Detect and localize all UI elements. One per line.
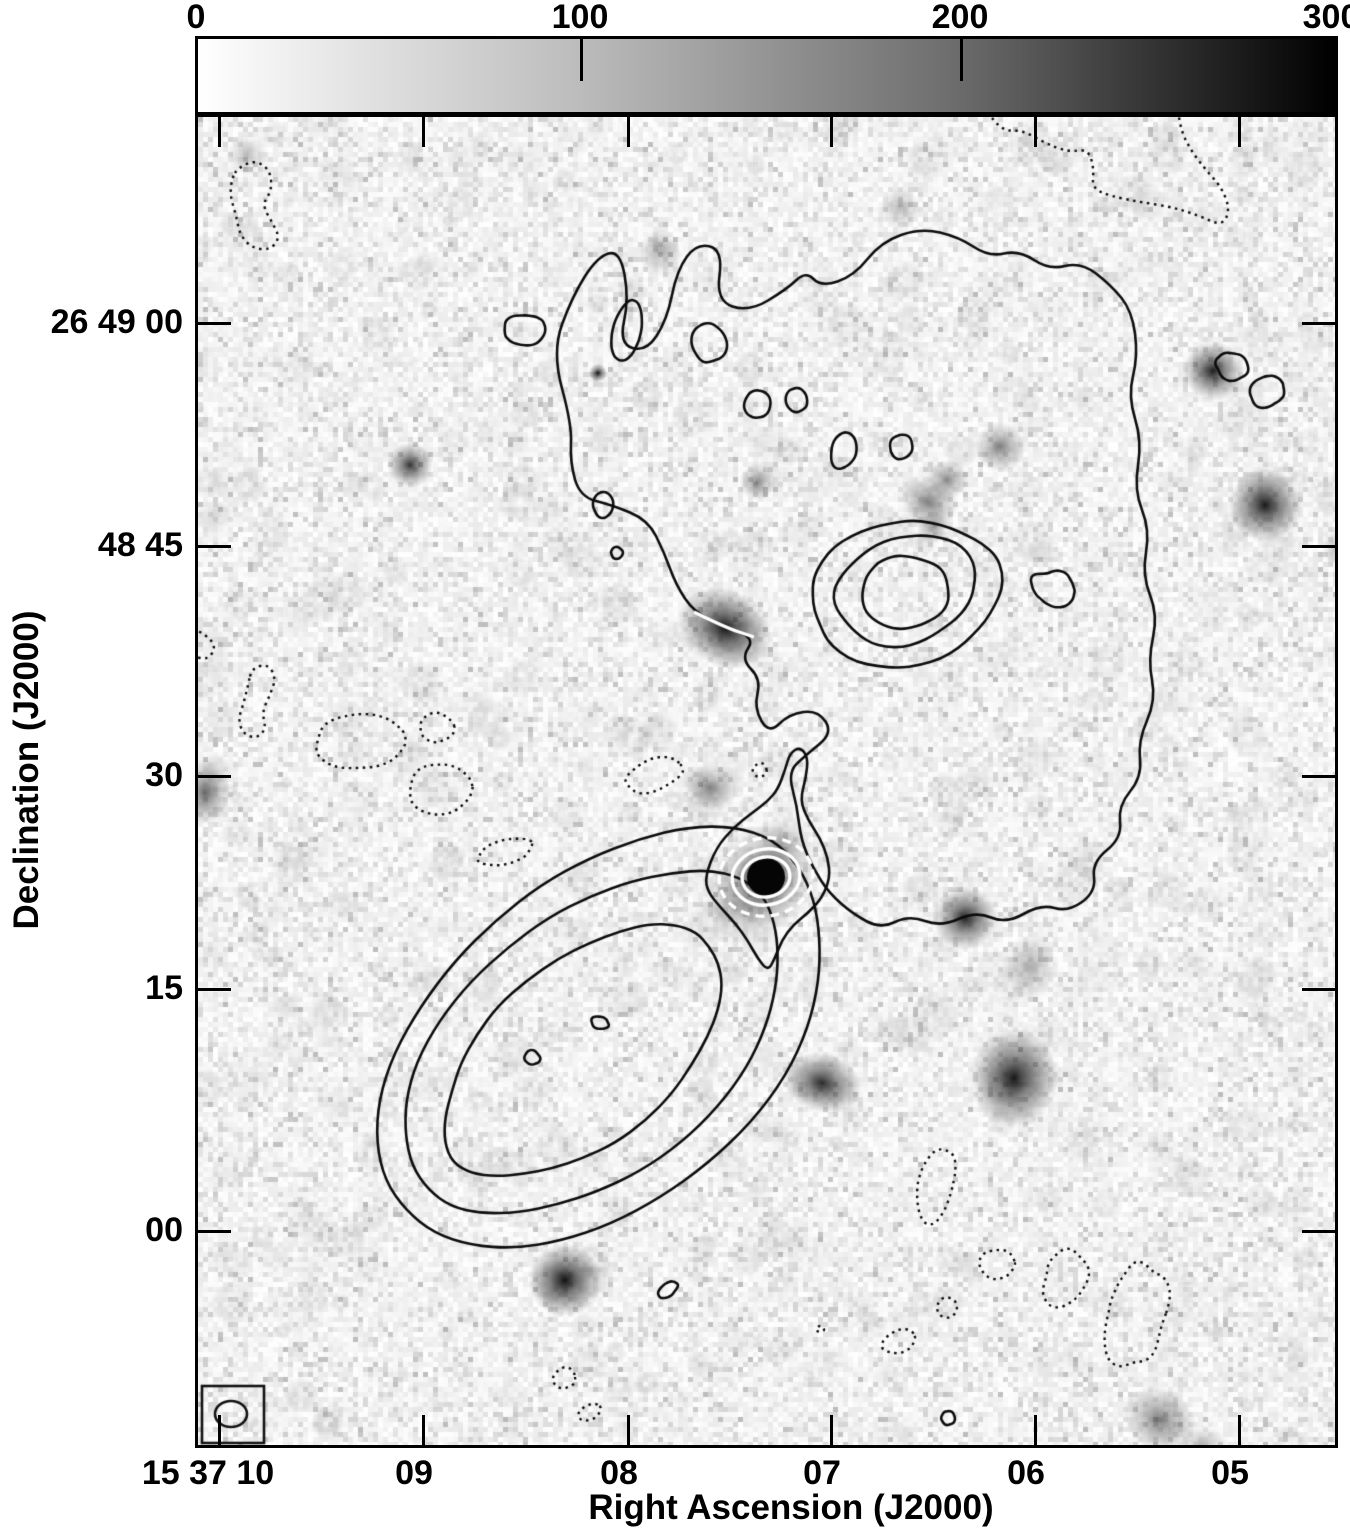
axis-tick xyxy=(1302,1230,1335,1233)
colorbar xyxy=(195,36,1338,115)
axis-tick xyxy=(218,1415,221,1445)
x-tick-label: 06 xyxy=(1007,1454,1045,1492)
y-tick-label: 48 45 xyxy=(97,526,183,564)
axis-tick xyxy=(198,988,231,991)
x-tick-label: 05 xyxy=(1211,1454,1249,1492)
axis-tick xyxy=(830,1415,833,1445)
sky-image-plot-area xyxy=(195,114,1338,1448)
x-tick-label: 09 xyxy=(395,1454,433,1492)
x-tick-label: 15 37 10 xyxy=(141,1454,275,1492)
colorbar-tick-label: 300 xyxy=(1302,0,1350,36)
axis-tick xyxy=(1302,775,1335,778)
y-axis-title: Declination (J2000) xyxy=(7,610,46,930)
axis-tick xyxy=(1238,1415,1241,1445)
y-tick-label: 15 xyxy=(145,969,183,1007)
axis-tick xyxy=(1302,322,1335,325)
axis-tick xyxy=(422,1415,425,1445)
axis-tick xyxy=(627,1415,630,1445)
axis-tick xyxy=(1034,117,1037,147)
axis-tick xyxy=(218,117,221,147)
axis-tick xyxy=(198,322,231,325)
sky-image-canvas xyxy=(198,117,1335,1445)
colorbar-tick-label: 0 xyxy=(186,0,206,36)
axis-tick xyxy=(1302,988,1335,991)
colorbar-tick xyxy=(580,39,583,81)
x-tick-label: 08 xyxy=(600,1454,638,1492)
axis-tick xyxy=(627,117,630,147)
axis-tick xyxy=(1034,1415,1037,1445)
axis-tick xyxy=(198,775,231,778)
axis-tick xyxy=(198,1230,231,1233)
axis-tick xyxy=(422,117,425,147)
y-tick-label: 00 xyxy=(145,1211,183,1249)
x-axis-title: Right Ascension (J2000) xyxy=(588,1488,994,1527)
colorbar-tick xyxy=(960,39,963,81)
axis-tick xyxy=(830,117,833,147)
colorbar-gradient xyxy=(198,39,1335,112)
colorbar-tick-label: 200 xyxy=(931,0,989,36)
axis-tick xyxy=(1302,545,1335,548)
x-tick-label: 07 xyxy=(803,1454,841,1492)
axis-tick xyxy=(1238,117,1241,147)
y-tick-label: 26 49 00 xyxy=(50,303,183,341)
y-tick-label: 30 xyxy=(145,756,183,794)
axis-tick xyxy=(198,545,231,548)
colorbar-tick-label: 100 xyxy=(551,0,609,36)
